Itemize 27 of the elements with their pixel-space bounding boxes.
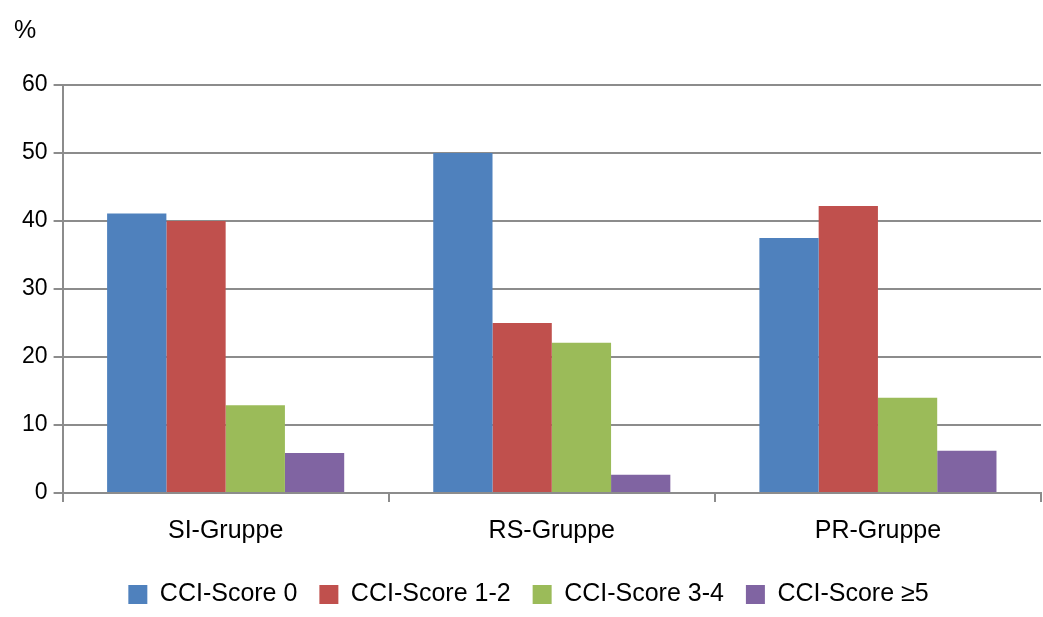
bar [877, 397, 938, 492]
y-tick-label: 50 [21, 138, 48, 165]
y-axis-title: % [14, 14, 37, 43]
y-tick-label: 60 [21, 70, 48, 97]
y-tick-label: 20 [21, 342, 48, 369]
bar [551, 342, 612, 492]
y-tick-label: 10 [21, 410, 48, 437]
bar [166, 221, 226, 492]
y-tick-label: 40 [21, 206, 48, 233]
legend-label: CCI-Score 0 [159, 578, 298, 607]
y-tick-label: 30 [21, 274, 48, 301]
legend-label: CCI-Score 3-4 [564, 578, 724, 607]
bar [284, 452, 345, 492]
bar [937, 450, 997, 492]
bar [492, 323, 552, 492]
bar [433, 153, 493, 492]
x-tick-label: PR-Gruppe [814, 514, 942, 543]
bar [759, 238, 819, 492]
y-tick-label: 0 [34, 478, 48, 505]
bar [225, 405, 285, 492]
bar [107, 213, 167, 492]
legend-label: CCI-Score ≥5 [777, 578, 929, 607]
bar [818, 206, 878, 492]
x-tick-label: RS-Gruppe [488, 514, 616, 543]
legend-label: CCI-Score 1-2 [350, 578, 511, 607]
x-tick-label: SI-Gruppe [167, 514, 284, 543]
bar [611, 474, 671, 492]
